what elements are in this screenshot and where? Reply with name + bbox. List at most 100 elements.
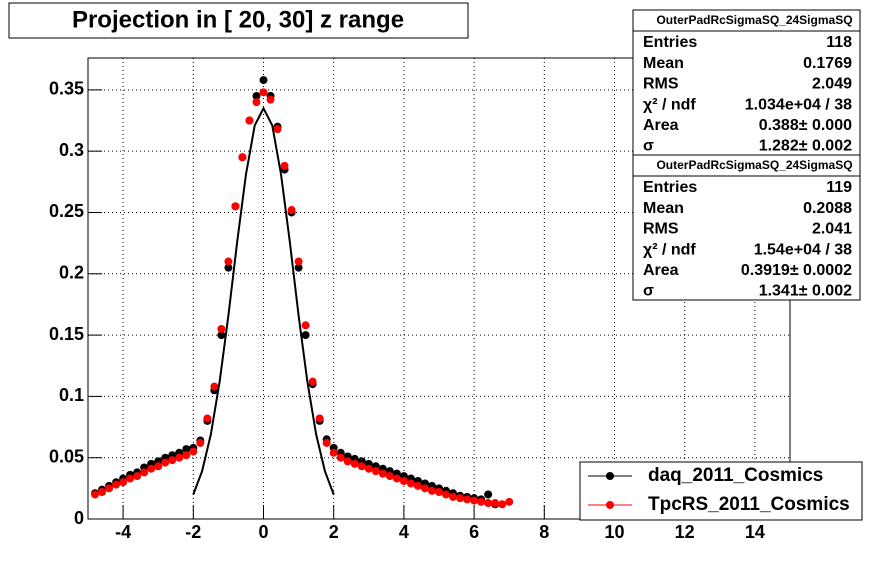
data-point [147,464,156,473]
stats-label: Mean [643,200,684,217]
data-point [259,76,268,85]
y-tick-label: 0.15 [49,324,84,344]
data-point [301,321,310,330]
x-tick-label: 12 [675,522,695,542]
stats-value: 2.041 [812,221,852,238]
stats-label: Entries [643,179,697,196]
stats-label: RMS [643,221,679,238]
x-tick-label: 10 [604,522,624,542]
data-point [427,486,436,495]
x-tick-label: 4 [399,522,409,542]
data-point [484,490,493,499]
data-point [364,464,373,473]
data-point [231,202,240,211]
data-point [182,451,191,460]
stats-value: 0.388± 0.000 [759,117,852,134]
data-point [435,488,443,497]
data-point [238,153,247,162]
data-point [91,490,100,499]
data-point [301,331,310,340]
stats-label: σ [643,283,654,300]
stats-value: 1.034e+04 / 38 [745,96,852,113]
fit-curve [192,106,335,495]
legend-marker [606,472,614,480]
stats-box [632,154,861,301]
data-point [259,88,268,97]
data-point [336,453,345,462]
x-tick-label: -4 [115,522,131,542]
legend-marker [606,501,614,509]
y-tick-label: 0.3 [59,140,84,160]
data-point [287,206,296,215]
stats-label: χ² / ndf [643,241,696,258]
y-tick-label: 0.2 [59,263,84,283]
data-point [484,499,493,508]
stats-label: χ² / ndf [643,96,696,113]
data-point [168,456,177,465]
data-point [224,257,233,266]
data-point [245,116,254,125]
data-point [442,490,451,499]
stats-label: RMS [643,76,679,93]
data-point [456,494,465,503]
data-point [112,480,121,489]
data-point [119,478,128,487]
legend-box [579,461,863,521]
data-point [378,469,387,478]
legend-label: TpcRS_2011_Cosmics [648,494,850,515]
stats-box [632,9,861,156]
data-point [385,472,394,481]
y-tick-label: 0.05 [49,446,84,466]
stats-value: 0.2088 [803,200,852,217]
data-point [161,458,170,467]
x-tick-label: 6 [469,522,479,542]
y-tick-label: 0 [74,508,84,528]
stats-value: 1.341± 0.002 [759,283,852,300]
data-point [133,472,142,481]
data-point [350,459,359,468]
data-point [371,467,380,476]
stats-label: Area [643,262,679,279]
x-tick-label: 14 [745,522,765,542]
x-tick-label: 0 [258,522,268,542]
stats-label: Entries [643,34,697,51]
data-point [343,457,352,466]
data-point [252,98,261,107]
data-point [294,263,303,272]
data-point [420,484,429,493]
data-point [498,500,507,509]
data-point [189,447,198,456]
stats-title: OuterPadRcSigmaSQ_24SigmaSQ [656,13,852,27]
data-point [357,462,366,471]
x-tick-label: 8 [539,522,549,542]
data-point [477,497,486,506]
data-point [470,496,479,505]
data-point [266,95,275,104]
data-point [315,414,324,423]
x-tick-label: 2 [329,522,339,542]
title-box [8,2,469,39]
stats-value: 119 [826,179,852,196]
data-point [463,495,472,504]
data-point [98,488,107,497]
stats-value: 0.1769 [803,55,852,72]
data-point [105,484,114,493]
data-point [203,414,212,423]
data-point [140,468,149,477]
y-tick-label: 0.35 [49,79,84,99]
data-point [126,474,135,483]
stats-label: σ [643,138,654,155]
stats-value: 2.049 [812,76,852,93]
data-point [280,161,289,170]
stats-label: Area [643,117,679,134]
data-point [273,125,282,134]
stats-value: 1.282± 0.002 [759,138,852,155]
data-point [224,263,233,272]
data-point [217,331,226,340]
y-tick-label: 0.25 [49,201,84,221]
data-point [413,481,422,490]
data-point [252,92,261,101]
data-point [329,448,338,457]
stats-value: 0.3919± 0.0002 [741,262,852,279]
